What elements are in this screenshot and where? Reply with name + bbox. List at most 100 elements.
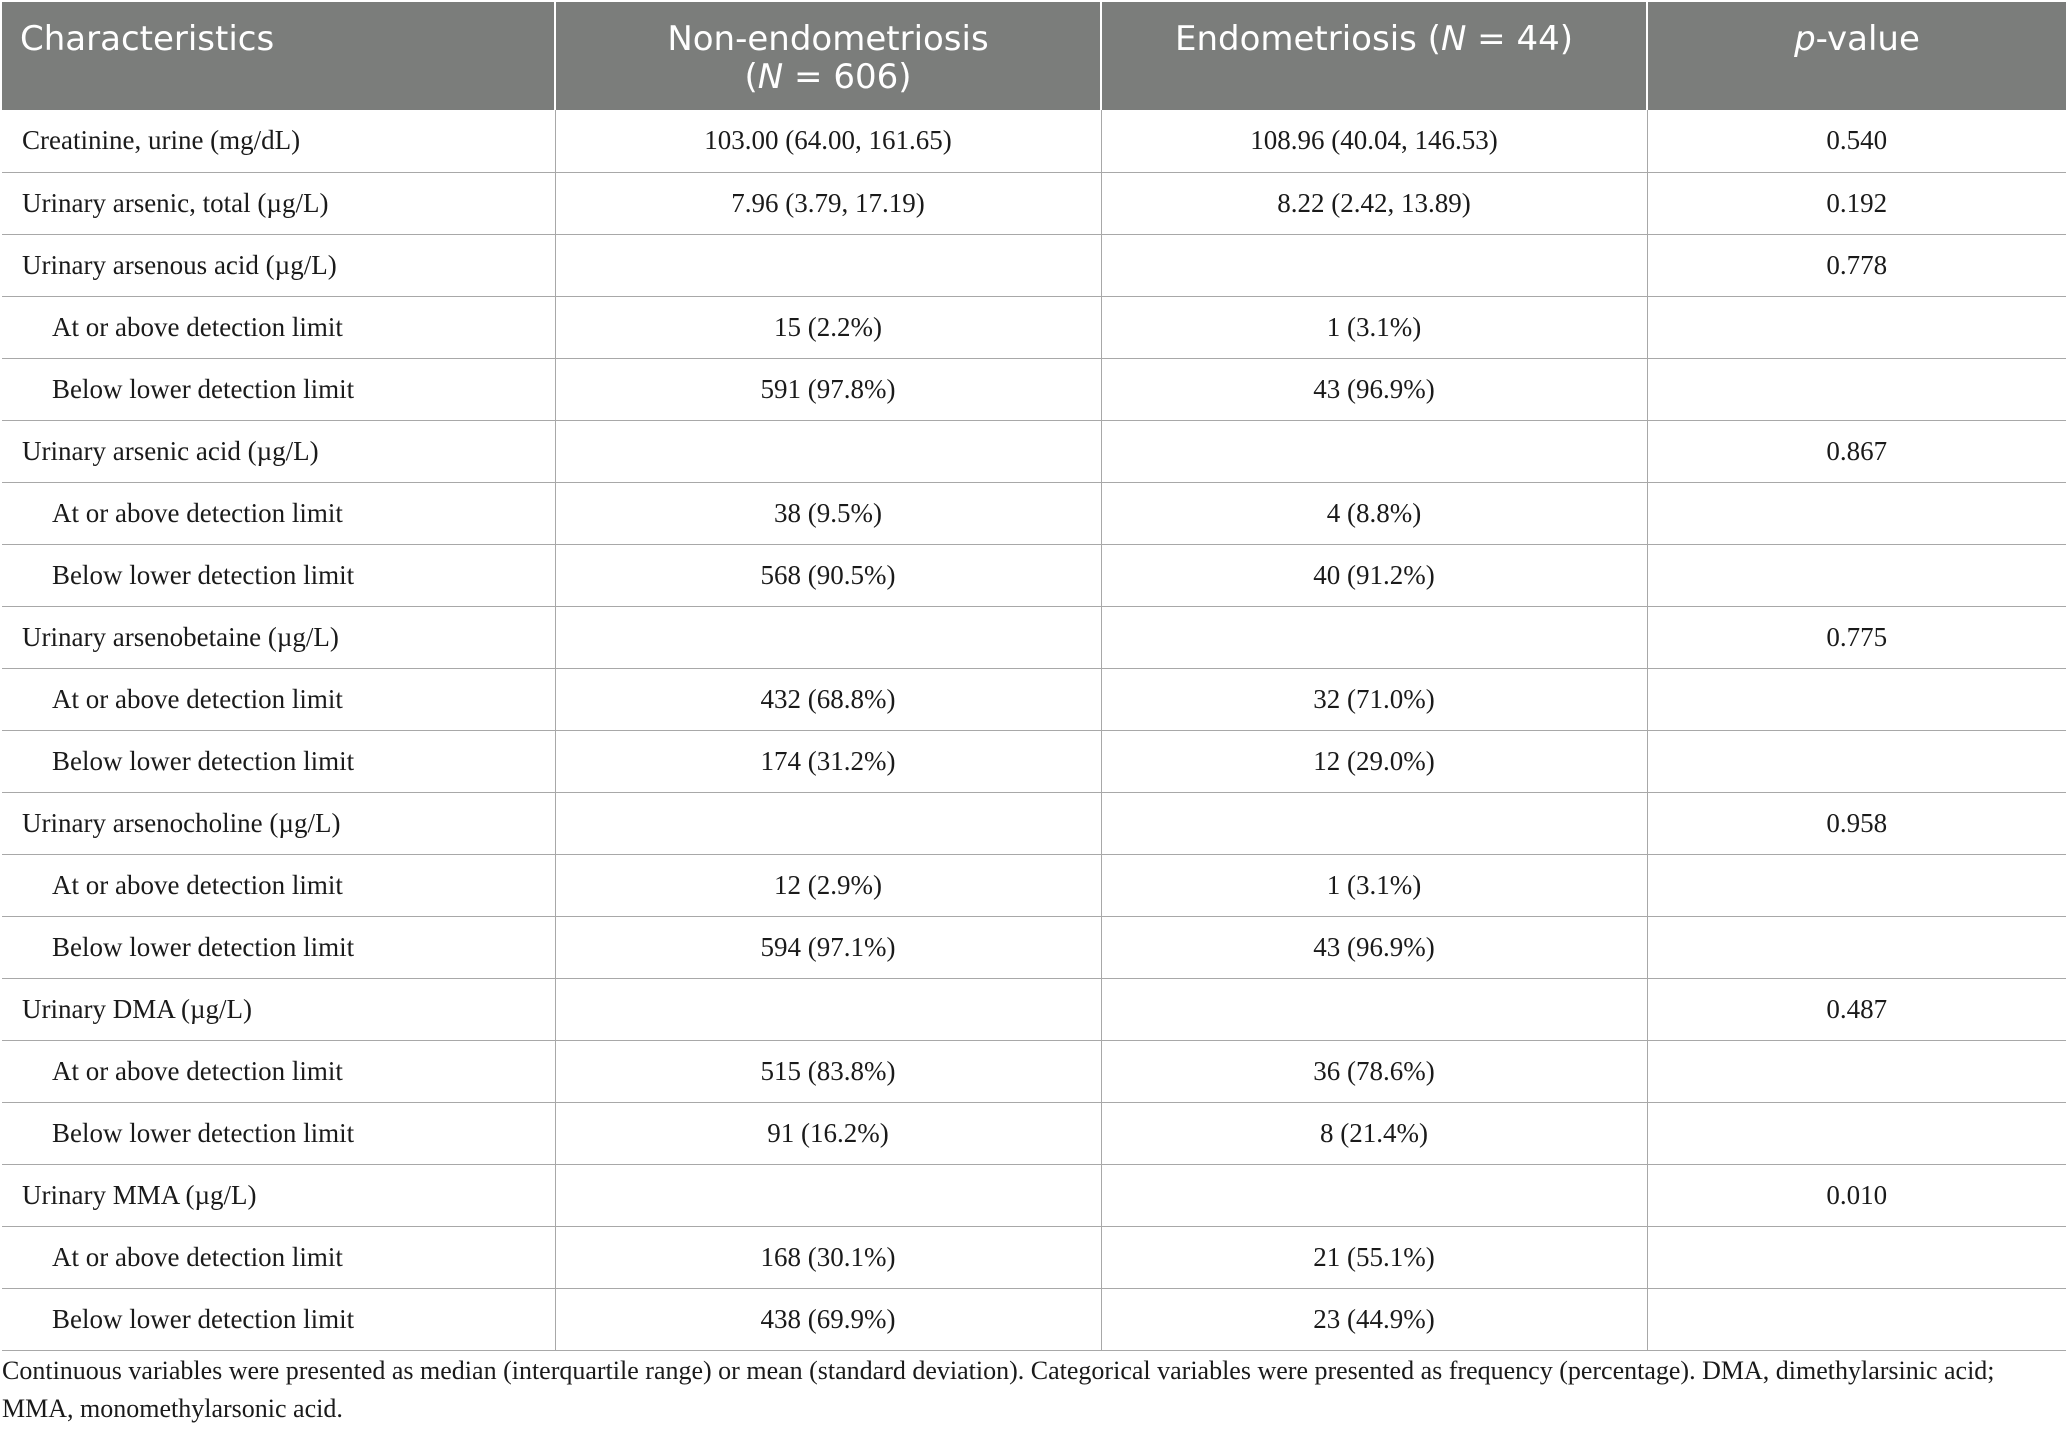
cell-characteristic: Creatinine, urine (mg/dL): [2, 110, 556, 173]
header-endometriosis: Endometriosis (N = 44): [1101, 2, 1648, 110]
cell-endometriosis: 1 (3.1%): [1101, 854, 1648, 917]
table-row: Below lower detection limit 568 (90.5%) 40…: [2, 544, 2066, 607]
cell-p-value: 0.775: [1647, 606, 2066, 669]
cell-endometriosis: 36 (78.6%): [1101, 1040, 1648, 1103]
cell-p-value: 0.540: [1647, 110, 2066, 173]
cell-p-value: [1647, 1288, 2066, 1351]
table-row: Below lower detection limit 438 (69.9%) 23…: [2, 1288, 2066, 1351]
header-non-endometriosis: Non-endometriosis (N = 606): [555, 2, 1102, 110]
cell-non-endometriosis: [555, 1164, 1102, 1227]
header-endometriosis-count: = 44): [1466, 19, 1574, 59]
table-row: Urinary arsenous acid (µg/L) 0.778: [2, 234, 2066, 297]
cell-characteristic: Urinary arsenic, total (µg/L): [2, 172, 556, 235]
cell-non-endometriosis: [555, 792, 1102, 855]
table-row: Urinary DMA (µg/L) 0.487: [2, 978, 2066, 1041]
cell-p-value: [1647, 916, 2066, 979]
table-row: Urinary MMA (µg/L) 0.010: [2, 1164, 2066, 1227]
cell-characteristic: Below lower detection limit: [2, 1288, 556, 1351]
cell-characteristic: Below lower detection limit: [2, 916, 556, 979]
cell-non-endometriosis: 438 (69.9%): [555, 1288, 1102, 1351]
cell-p-value: 0.778: [1647, 234, 2066, 297]
cell-non-endometriosis: 591 (97.8%): [555, 358, 1102, 421]
cell-characteristic: At or above detection limit: [2, 1040, 556, 1103]
cell-non-endometriosis: [555, 420, 1102, 483]
cell-p-value: [1647, 1040, 2066, 1103]
cell-p-value: 0.487: [1647, 978, 2066, 1041]
cell-characteristic: Below lower detection limit: [2, 358, 556, 421]
cell-characteristic: Below lower detection limit: [2, 730, 556, 793]
cell-p-value: [1647, 854, 2066, 917]
cell-non-endometriosis: 432 (68.8%): [555, 668, 1102, 731]
cell-non-endometriosis: 91 (16.2%): [555, 1102, 1102, 1165]
header-characteristics: Characteristics: [2, 2, 556, 110]
cell-characteristic: At or above detection limit: [2, 668, 556, 731]
cell-characteristic: At or above detection limit: [2, 1226, 556, 1289]
cell-endometriosis: 4 (8.8%): [1101, 482, 1648, 545]
table-container: Characteristics Non-endometriosis (N = 6…: [2, 2, 2066, 1351]
header-characteristics-label: Characteristics: [20, 19, 275, 59]
cell-p-value: [1647, 482, 2066, 545]
table-row: At or above detection limit 15 (2.2%) 1 (3…: [2, 296, 2066, 359]
header-p-italic: p: [1794, 19, 1816, 59]
table-footnote: Continuous variables were presented as m…: [2, 1356, 1995, 1423]
cell-endometriosis: [1101, 606, 1648, 669]
cell-non-endometriosis: 103.00 (64.00, 161.65): [555, 110, 1102, 173]
cell-endometriosis: 1 (3.1%): [1101, 296, 1648, 359]
table-header: Characteristics Non-endometriosis (N = 6…: [2, 2, 2066, 110]
header-p-rest: -value: [1815, 19, 1920, 59]
header-p-value: p-value: [1647, 2, 2066, 110]
cell-p-value: 0.867: [1647, 420, 2066, 483]
cell-endometriosis: 21 (55.1%): [1101, 1226, 1648, 1289]
cell-non-endometriosis: [555, 978, 1102, 1041]
cell-characteristic: Below lower detection limit: [2, 1102, 556, 1165]
table-row: At or above detection limit 38 (9.5%) 4 (8…: [2, 482, 2066, 545]
table-row: At or above detection limit 432 (68.8%) 32…: [2, 668, 2066, 731]
table-row: Below lower detection limit 591 (97.8%) 43…: [2, 358, 2066, 421]
cell-non-endometriosis: 568 (90.5%): [555, 544, 1102, 607]
cell-p-value: 0.958: [1647, 792, 2066, 855]
cell-p-value: [1647, 544, 2066, 607]
table-row: Urinary arsenic acid (µg/L) 0.867: [2, 420, 2066, 483]
cell-p-value: [1647, 1226, 2066, 1289]
cell-characteristic: Urinary arsenic acid (µg/L): [2, 420, 556, 483]
cell-characteristic: At or above detection limit: [2, 854, 556, 917]
header-endometriosis-n: N: [1440, 19, 1467, 59]
cell-characteristic: At or above detection limit: [2, 296, 556, 359]
cell-endometriosis: [1101, 420, 1648, 483]
table-row: Below lower detection limit 174 (31.2%) 12…: [2, 730, 2066, 793]
table-body: Creatinine, urine (mg/dL) 103.00 (64.00, …: [2, 110, 2066, 1351]
cell-endometriosis: 8 (21.4%): [1101, 1102, 1648, 1165]
cell-endometriosis: 43 (96.9%): [1101, 358, 1648, 421]
cell-non-endometriosis: 174 (31.2%): [555, 730, 1102, 793]
cell-non-endometriosis: 15 (2.2%): [555, 296, 1102, 359]
table-row: At or above detection limit 168 (30.1%) 21…: [2, 1226, 2066, 1289]
cell-p-value: [1647, 730, 2066, 793]
cell-p-value: 0.010: [1647, 1164, 2066, 1227]
cell-characteristic: Urinary MMA (µg/L): [2, 1164, 556, 1227]
cell-characteristic: Urinary arsenobetaine (µg/L): [2, 606, 556, 669]
cell-characteristic: Urinary DMA (µg/L): [2, 978, 556, 1041]
cell-non-endometriosis: 594 (97.1%): [555, 916, 1102, 979]
cell-non-endometriosis: 38 (9.5%): [555, 482, 1102, 545]
header-non-endometriosis-open: (: [744, 57, 758, 97]
cell-endometriosis: [1101, 978, 1648, 1041]
cell-endometriosis: [1101, 792, 1648, 855]
cell-characteristic: Urinary arsenous acid (µg/L): [2, 234, 556, 297]
cell-endometriosis: 43 (96.9%): [1101, 916, 1648, 979]
cell-non-endometriosis: [555, 234, 1102, 297]
table-row: Below lower detection limit 91 (16.2%) 8 (…: [2, 1102, 2066, 1165]
header-row: Characteristics Non-endometriosis (N = 6…: [2, 2, 2066, 110]
cell-endometriosis: [1101, 1164, 1648, 1227]
cell-non-endometriosis: 12 (2.9%): [555, 854, 1102, 917]
table-row: Urinary arsenobetaine (µg/L) 0.775: [2, 606, 2066, 669]
cell-endometriosis: 108.96 (40.04, 146.53): [1101, 110, 1648, 173]
cell-p-value: [1647, 358, 2066, 421]
cell-non-endometriosis: 168 (30.1%): [555, 1226, 1102, 1289]
cell-endometriosis: 40 (91.2%): [1101, 544, 1648, 607]
table-row: At or above detection limit 12 (2.9%) 1 (3…: [2, 854, 2066, 917]
cell-endometriosis: [1101, 234, 1648, 297]
cell-p-value: [1647, 296, 2066, 359]
header-endometriosis-label: Endometriosis (: [1174, 19, 1441, 59]
cell-endometriosis: 12 (29.0%): [1101, 730, 1648, 793]
cell-endometriosis: 8.22 (2.42, 13.89): [1101, 172, 1648, 235]
